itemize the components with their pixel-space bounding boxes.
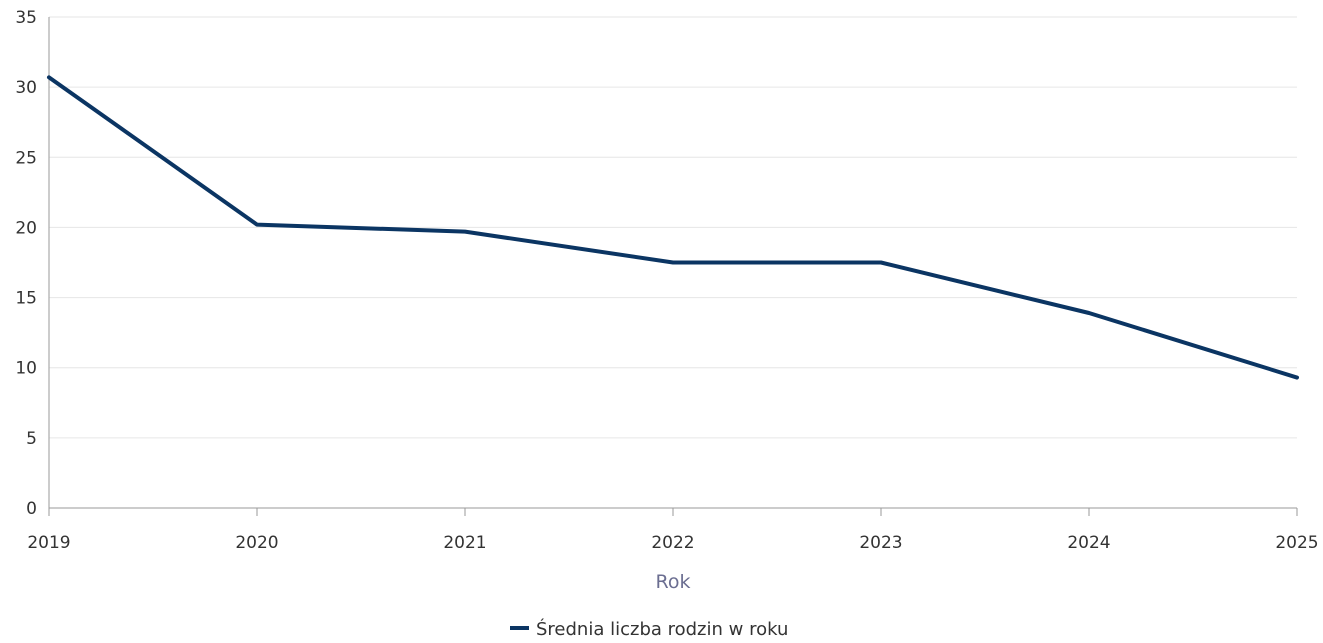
series-line[interactable] [47,75,1299,380]
data-point[interactable] [251,219,263,231]
series-layer [43,71,1303,384]
y-tick-label: 30 [15,78,37,98]
y-tick-label: 0 [26,499,37,519]
x-tick-label: 2025 [1275,533,1318,553]
x-tick-label: 2022 [651,533,694,553]
y-tick-label: 5 [26,429,37,449]
data-point[interactable] [1083,307,1095,319]
y-tick-label: 20 [15,218,37,238]
data-point[interactable] [43,71,55,83]
x-axis-title: Rok [656,571,691,593]
data-point[interactable] [459,226,471,238]
y-tick-label: 25 [15,148,37,168]
legend[interactable]: Średnia liczba rodzin w roku [510,618,788,640]
x-tick-label: 2021 [443,533,486,553]
x-tick-label: 2019 [27,533,70,553]
x-tick-label: 2024 [1067,533,1110,553]
data-point[interactable] [1291,372,1303,384]
data-point[interactable] [667,257,679,269]
y-tick-label: 10 [15,359,37,379]
legend-label: Średnia liczba rodzin w roku [536,618,788,640]
y-tick-label: 35 [15,8,37,28]
y-tick-label: 15 [15,289,37,309]
x-tick-label: 2020 [235,533,278,553]
gridlines [49,16,1297,439]
x-tick-label: 2023 [859,533,902,553]
data-point[interactable] [875,257,887,269]
